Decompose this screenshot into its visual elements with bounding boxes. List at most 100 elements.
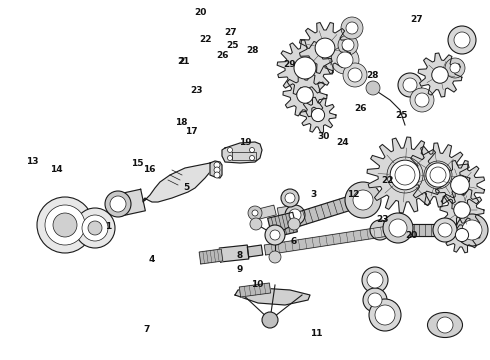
Circle shape (37, 197, 93, 253)
Text: 27: 27 (224, 28, 237, 37)
Text: 28: 28 (246, 46, 259, 55)
Circle shape (312, 108, 324, 122)
Polygon shape (143, 162, 218, 202)
Polygon shape (235, 288, 310, 305)
Circle shape (403, 78, 417, 92)
Text: 25: 25 (395, 111, 408, 120)
Circle shape (362, 267, 388, 293)
Text: 9: 9 (237, 266, 244, 274)
Circle shape (456, 214, 488, 246)
Text: 19: 19 (239, 138, 251, 147)
Circle shape (455, 228, 468, 242)
Text: 22: 22 (199, 35, 212, 44)
Circle shape (454, 32, 470, 48)
Circle shape (438, 223, 452, 237)
Text: 21: 21 (177, 57, 190, 66)
Circle shape (285, 193, 295, 203)
Circle shape (383, 213, 413, 243)
Circle shape (343, 63, 367, 87)
Text: 27: 27 (410, 15, 423, 24)
Circle shape (353, 190, 373, 210)
Polygon shape (406, 143, 470, 207)
Text: 17: 17 (185, 127, 197, 136)
Circle shape (285, 205, 305, 225)
Text: 30: 30 (317, 132, 330, 141)
Circle shape (338, 35, 358, 55)
Polygon shape (436, 161, 485, 210)
Text: 15: 15 (131, 159, 144, 168)
Polygon shape (299, 22, 350, 73)
Polygon shape (254, 205, 276, 220)
Text: 8: 8 (237, 251, 243, 260)
Polygon shape (444, 217, 480, 253)
Text: 6: 6 (291, 237, 297, 246)
Circle shape (252, 210, 258, 216)
Circle shape (265, 225, 285, 245)
Circle shape (430, 167, 446, 183)
Polygon shape (118, 189, 146, 216)
Text: 14: 14 (50, 165, 63, 174)
Text: 12: 12 (346, 190, 359, 199)
Circle shape (375, 305, 395, 325)
Text: 28: 28 (366, 71, 379, 80)
Circle shape (342, 39, 354, 51)
Circle shape (433, 218, 457, 242)
Circle shape (451, 176, 469, 194)
Text: 20: 20 (405, 231, 418, 240)
Circle shape (389, 219, 407, 237)
Text: 13: 13 (25, 158, 38, 166)
Circle shape (45, 205, 85, 245)
Circle shape (410, 88, 434, 112)
Circle shape (337, 52, 353, 68)
Circle shape (110, 196, 126, 212)
Text: 23: 23 (376, 215, 389, 224)
Polygon shape (210, 161, 222, 178)
Circle shape (262, 312, 278, 328)
Polygon shape (247, 245, 263, 257)
Circle shape (363, 288, 387, 312)
Polygon shape (277, 40, 333, 96)
Circle shape (249, 156, 254, 161)
Circle shape (289, 209, 301, 221)
Circle shape (395, 165, 415, 185)
Ellipse shape (427, 312, 463, 338)
Circle shape (448, 26, 476, 54)
Polygon shape (283, 73, 327, 117)
Polygon shape (440, 188, 484, 232)
Circle shape (248, 206, 262, 220)
Circle shape (214, 167, 220, 173)
Polygon shape (277, 206, 291, 216)
Circle shape (88, 221, 102, 235)
Text: 29: 29 (283, 60, 295, 69)
Circle shape (387, 157, 423, 193)
Circle shape (82, 215, 108, 241)
Polygon shape (380, 224, 470, 236)
Text: 10: 10 (251, 280, 264, 289)
Text: 18: 18 (175, 118, 188, 127)
Circle shape (462, 220, 482, 240)
Circle shape (250, 218, 262, 230)
Polygon shape (278, 193, 362, 232)
Circle shape (269, 251, 281, 263)
Text: 3: 3 (311, 190, 317, 199)
Polygon shape (268, 212, 297, 238)
Circle shape (445, 58, 465, 78)
Polygon shape (239, 283, 270, 297)
Text: 24: 24 (337, 138, 349, 147)
Circle shape (227, 156, 232, 161)
Text: 1: 1 (105, 222, 111, 231)
Polygon shape (199, 249, 223, 264)
Text: 5: 5 (183, 183, 189, 192)
Polygon shape (222, 142, 262, 163)
Polygon shape (264, 225, 396, 255)
Circle shape (105, 191, 131, 217)
Text: 23: 23 (190, 86, 202, 95)
Circle shape (368, 293, 382, 307)
Text: 4: 4 (148, 255, 155, 264)
Text: 20: 20 (195, 8, 207, 17)
Circle shape (398, 73, 422, 97)
Circle shape (315, 38, 335, 58)
Text: 26: 26 (354, 104, 367, 113)
Circle shape (345, 182, 381, 218)
Polygon shape (418, 53, 462, 97)
